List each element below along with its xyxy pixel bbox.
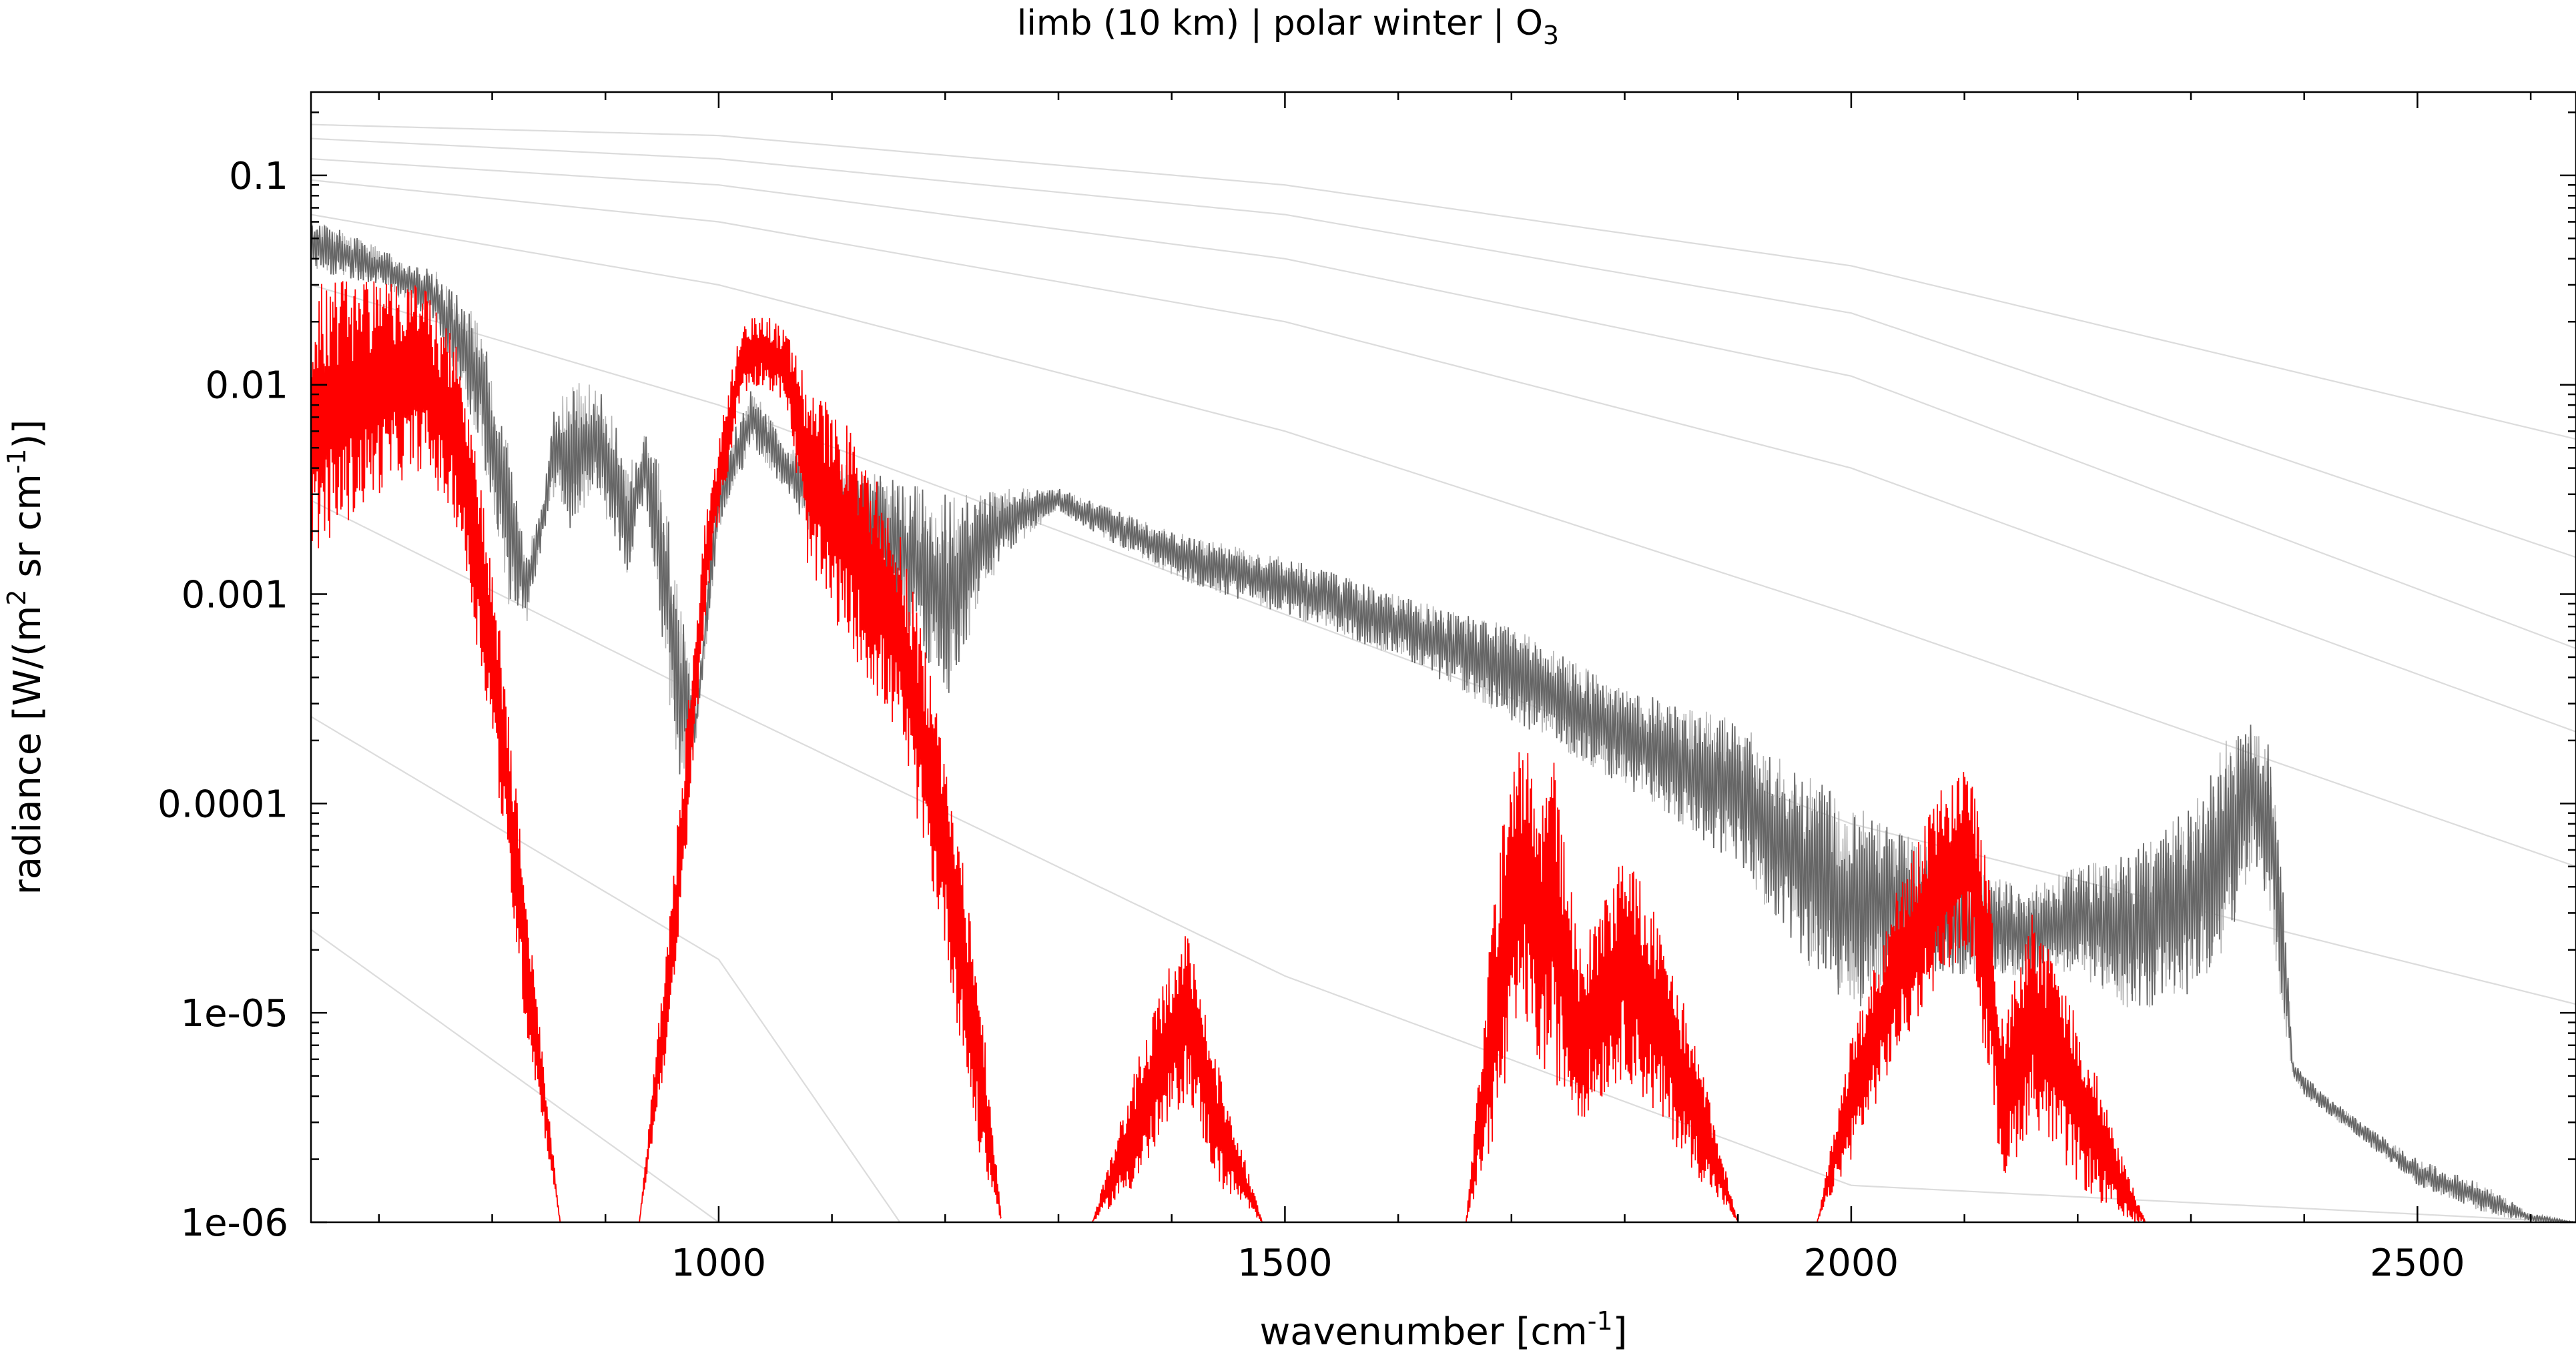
reference-curves bbox=[311, 123, 2576, 1222]
y-axis-title: radiance [W/(m2 sr cm-1)] bbox=[2, 420, 49, 895]
x-axis-title: wavenumber [cm-1] bbox=[1259, 1306, 1627, 1354]
reference-curve-1 bbox=[311, 137, 2576, 558]
o3-radiance-series bbox=[311, 281, 2146, 1222]
total-radiance-light-line bbox=[311, 221, 2576, 1222]
o3-band-4 bbox=[1817, 772, 2146, 1222]
reference-curve-2 bbox=[311, 157, 2576, 650]
reference-curve-7 bbox=[311, 716, 901, 1222]
reference-curve-5 bbox=[311, 284, 2576, 1005]
o3-band-0 bbox=[311, 281, 561, 1222]
y-tick-label: 0.0001 bbox=[157, 783, 288, 826]
plot-frame bbox=[310, 91, 2576, 1224]
reference-curve-8 bbox=[311, 929, 719, 1222]
x-tick-label: 2000 bbox=[1804, 1242, 1899, 1285]
y-tick-label: 1e-05 bbox=[180, 992, 288, 1035]
o3-band-2 bbox=[1092, 936, 1263, 1222]
total-radiance-line bbox=[311, 225, 2576, 1222]
x-tick-label: 1000 bbox=[671, 1242, 767, 1285]
reference-curve-3 bbox=[311, 179, 2576, 733]
y-tick-label: 1e-06 bbox=[180, 1202, 288, 1245]
reference-curve-0 bbox=[311, 123, 2576, 440]
o3-band-1 bbox=[639, 318, 1002, 1222]
y-tick-label: 0.1 bbox=[229, 155, 288, 198]
y-tick-label: 0.01 bbox=[205, 364, 288, 408]
x-axis: 1000 1500 2000 2500 bbox=[378, 92, 2532, 1285]
x-tick-label: 1500 bbox=[1237, 1242, 1333, 1285]
y-tick-label: 0.001 bbox=[182, 574, 288, 617]
reference-curve-4 bbox=[311, 213, 2576, 867]
x-tick-label: 2500 bbox=[2370, 1242, 2465, 1285]
chart-title: limb (10 km) | polar winter | O3 bbox=[1017, 3, 1559, 50]
total-radiance-series bbox=[311, 221, 2576, 1222]
y-axis: 0.1 0.01 0.001 0.0001 1e-05 1e-06 bbox=[157, 111, 2576, 1245]
o3-band-3 bbox=[1466, 752, 1738, 1222]
